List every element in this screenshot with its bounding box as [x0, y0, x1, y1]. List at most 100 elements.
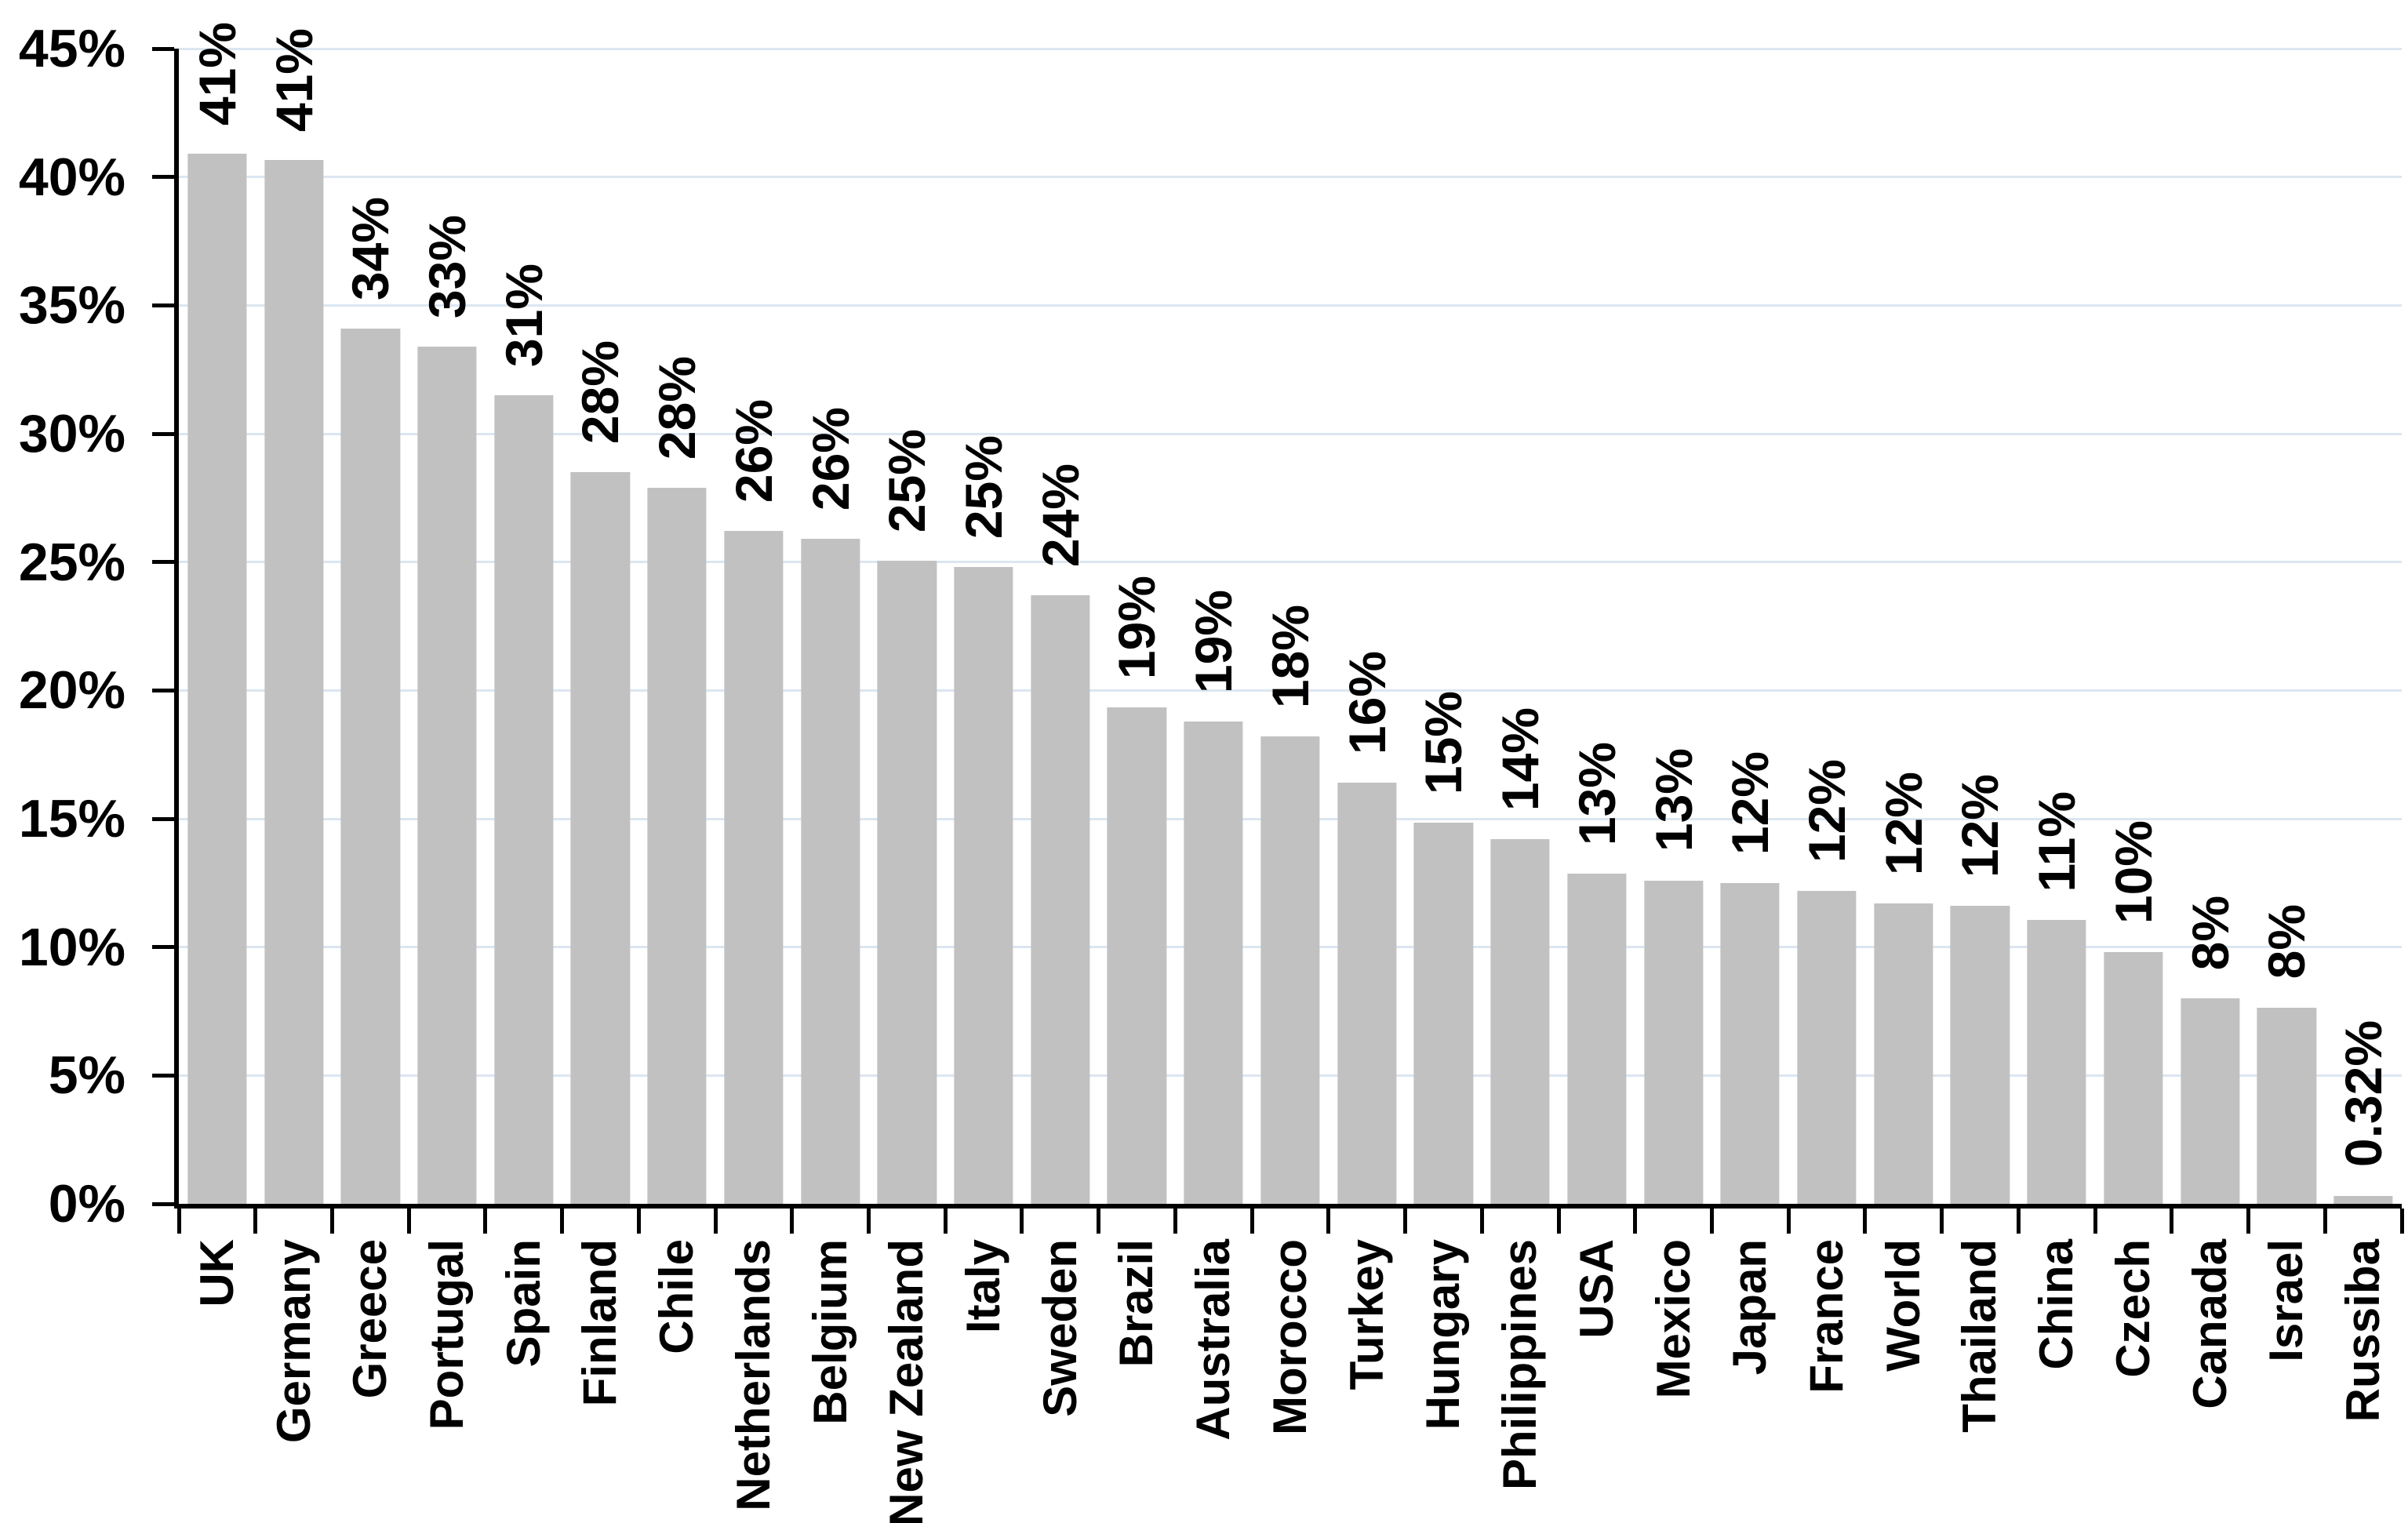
- y-axis-label-25: 25%: [18, 532, 125, 592]
- category-slot: Greece: [332, 1239, 409, 1521]
- category-label-france: France: [1799, 1239, 1853, 1394]
- bar-sweden: [1031, 595, 1090, 1204]
- x-axis-line: [174, 1204, 2402, 1209]
- bar-france: [1797, 890, 1857, 1204]
- category-slot: Philippines: [1482, 1239, 1559, 1521]
- category-slot: Italy: [945, 1239, 1022, 1521]
- category-slot: Hungary: [1406, 1239, 1482, 1521]
- gridline-40: [179, 176, 2402, 179]
- bar-slot: 33%: [409, 49, 486, 1204]
- bar-value-label: 33%: [418, 214, 477, 318]
- bar-value-label: 31%: [494, 263, 553, 367]
- bar-slot: 8%: [2172, 49, 2249, 1204]
- bar-value-label: 19%: [1108, 575, 1166, 679]
- x-tick: [329, 1209, 334, 1234]
- x-tick: [2016, 1209, 2021, 1234]
- bar-slot: 16%: [1329, 49, 1406, 1204]
- bar-spain: [494, 394, 554, 1204]
- x-tick: [2323, 1209, 2327, 1234]
- category-label-germany: Germany: [267, 1239, 320, 1444]
- category-label-netherlands: Netherlands: [726, 1239, 780, 1511]
- bar-value-label: 10%: [2104, 820, 2162, 925]
- bar-slot: 25%: [945, 49, 1022, 1204]
- category-label-finland: Finland: [573, 1239, 627, 1407]
- bar-portugal: [417, 346, 477, 1204]
- x-tick: [1249, 1209, 1254, 1234]
- bar-belgium: [800, 539, 860, 1204]
- category-label-belgium: Belgium: [803, 1239, 857, 1425]
- category-slot: Sweden: [1022, 1239, 1099, 1521]
- bar-slot: 12%: [1711, 49, 1788, 1204]
- x-tick: [943, 1209, 948, 1234]
- category-label-turkey: Turkey: [1340, 1239, 1393, 1390]
- category-slot: Czech: [2095, 1239, 2172, 1521]
- bar-slot: 0.32%: [2325, 49, 2402, 1204]
- bar-usa: [1567, 874, 1627, 1204]
- bar-turkey: [1337, 783, 1397, 1204]
- bar-slot: 26%: [792, 49, 869, 1204]
- bar-greece: [340, 328, 400, 1204]
- y-tick: [152, 431, 174, 436]
- y-tick: [152, 46, 174, 51]
- y-tick: [152, 816, 174, 821]
- bar-canada: [2180, 998, 2240, 1204]
- bar-value-label: 25%: [955, 435, 1013, 540]
- bar-slot: 12%: [1942, 49, 2019, 1204]
- category-label-greece: Greece: [344, 1239, 397, 1399]
- x-tick: [2170, 1209, 2174, 1234]
- category-label-world: World: [1876, 1239, 1930, 1372]
- category-slot: Canada: [2172, 1239, 2249, 1521]
- y-axis-label-40: 40%: [18, 147, 125, 207]
- category-label-new-zealand: New Zealand: [880, 1239, 933, 1523]
- bar-value-label: 14%: [1491, 707, 1550, 812]
- category-label-spain: Spain: [497, 1239, 550, 1368]
- category-label-israel: Israel: [2260, 1239, 2313, 1362]
- bar-finland: [570, 472, 631, 1204]
- category-slot: Chile: [638, 1239, 715, 1521]
- category-slot: Japan: [1711, 1239, 1788, 1521]
- gridline-45: [179, 47, 2402, 50]
- category-label-thailand: Thailand: [1953, 1239, 2006, 1433]
- bar-slot: 13%: [1559, 49, 1635, 1204]
- bar-new-zealand: [877, 561, 937, 1204]
- category-slot: Russiba: [2325, 1239, 2402, 1521]
- gridline-25: [179, 561, 2402, 564]
- bar-value-label: 12%: [1874, 771, 1933, 876]
- category-slot: Israel: [2248, 1239, 2325, 1521]
- gridline-30: [179, 432, 2402, 435]
- category-slot: Mexico: [1635, 1239, 1712, 1521]
- y-tick: [152, 303, 174, 307]
- bar-italy: [954, 567, 1013, 1204]
- x-tick: [176, 1209, 181, 1234]
- bar-value-label: 24%: [1031, 463, 1089, 568]
- category-label-chile: Chile: [650, 1239, 704, 1354]
- x-tick: [1479, 1209, 1484, 1234]
- category-label-portugal: Portugal: [420, 1239, 474, 1430]
- bar-slot: 41%: [256, 28, 333, 1204]
- bar-world: [1874, 903, 1933, 1204]
- bar-australia: [1184, 721, 1243, 1204]
- x-tick: [1403, 1209, 1408, 1234]
- category-label-mexico: Mexico: [1646, 1239, 1700, 1399]
- bar-philippines: [1490, 839, 1550, 1204]
- bar-value-label: 15%: [1414, 690, 1473, 794]
- category-label-russiba: Russiba: [2336, 1239, 2389, 1423]
- x-tick: [2399, 1209, 2404, 1234]
- x-tick: [1097, 1209, 1101, 1234]
- plot-area: 41% 41% 34% 33% 31% 28% 28% 26% 26% 25% 25% 24% 19% 1…: [179, 22, 2402, 1204]
- x-tick: [1633, 1209, 1638, 1234]
- x-tick: [1863, 1209, 1868, 1234]
- category-slot: USA: [1559, 1239, 1635, 1521]
- bar-value-label: 34%: [341, 196, 400, 300]
- category-label-uk: UK: [190, 1239, 243, 1307]
- category-slot: Portugal: [409, 1239, 486, 1521]
- bar-slot: 28%: [638, 49, 715, 1204]
- y-tick: [152, 688, 174, 692]
- bar-value-label: 19%: [1184, 589, 1243, 693]
- bar-value-label: 0.32%: [2333, 1020, 2392, 1168]
- x-tick: [1940, 1209, 1944, 1234]
- x-tick: [1786, 1209, 1791, 1234]
- category-slot: World: [1865, 1239, 1942, 1521]
- bar-value-label: 8%: [2181, 895, 2239, 971]
